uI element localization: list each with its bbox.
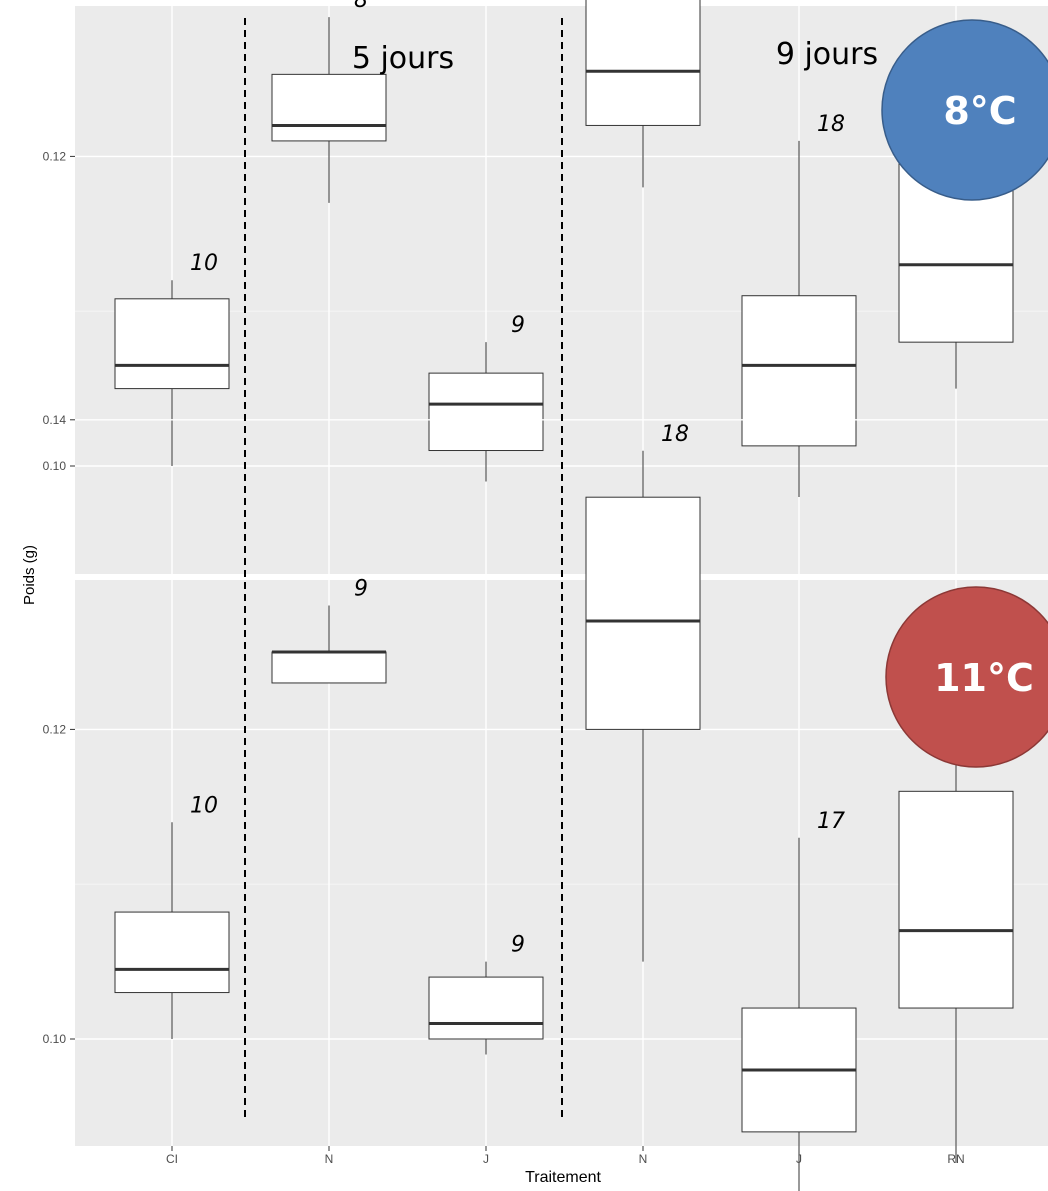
box-j: 17 <box>741 809 857 1191</box>
y-tick-label: 0.12 <box>43 149 67 163</box>
box-iqr <box>898 790 1014 1009</box>
sample-size-label: 17 <box>817 809 845 834</box>
x-tick-label: J <box>483 1152 489 1166</box>
x-tick-label: N <box>639 1152 648 1166</box>
box-iqr <box>741 295 857 447</box>
box-iqr <box>585 0 701 126</box>
x-tick-label: J <box>796 1152 802 1166</box>
box-j: 9 <box>428 313 544 482</box>
group-label-5-jours: 5 jours <box>352 41 454 76</box>
box-iqr <box>114 298 230 390</box>
sample-size-label: 9 <box>354 577 368 602</box>
group-label-9-jours: 9 jours <box>776 37 878 72</box>
box-iqr <box>428 976 544 1040</box>
box-n: 9 <box>271 577 387 684</box>
box-iqr <box>271 651 387 684</box>
box-j: 18 <box>741 112 857 497</box>
sample-size-label: 9 <box>511 933 525 958</box>
y-axis-title: Poids (g) <box>21 545 38 605</box>
sample-size-label: 18 <box>817 112 845 137</box>
y-tick-label: 0.10 <box>43 459 67 473</box>
sample-size-label: 18 <box>661 422 689 447</box>
y-tick-label: 0.10 <box>43 1032 67 1046</box>
box-ci: 10 <box>114 251 230 466</box>
box-iqr <box>585 496 701 730</box>
x-axis-title: Traitement <box>525 1169 601 1186</box>
box-n: 18 <box>585 422 701 962</box>
sample-size-label: 10 <box>190 251 218 276</box>
temperature-badge <box>885 586 1048 768</box>
box-iqr <box>114 911 230 994</box>
box-iqr <box>428 372 544 452</box>
sample-size-label: 9 <box>511 313 525 338</box>
y-tick-label: 0.12 <box>43 722 67 736</box>
y-tick-label: 0.14 <box>43 413 67 427</box>
box-j: 9 <box>428 933 544 1055</box>
x-tick-label: RN <box>947 1152 964 1166</box>
temperature-label: 8°C <box>943 89 1016 133</box>
sample-size-label: 10 <box>190 793 218 818</box>
box-n: 8 <box>271 0 387 203</box>
box-n: 18 <box>585 0 701 188</box>
x-tick-label: N <box>325 1152 334 1166</box>
temperature-label: 11°C <box>934 656 1034 700</box>
temperature-badge <box>881 19 1048 201</box>
panel-8c: 0.100.120.141089181898°C <box>43 0 1048 574</box>
x-tick-label: CI <box>166 1152 178 1166</box>
sample-size-label: 8 <box>354 0 368 13</box>
box-iqr <box>271 73 387 142</box>
box-ci: 10 <box>114 793 230 1039</box>
